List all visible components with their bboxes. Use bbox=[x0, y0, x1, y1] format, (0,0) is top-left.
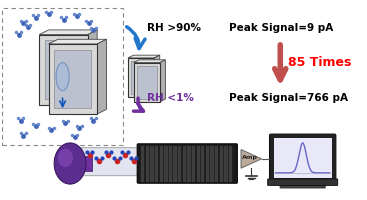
FancyBboxPatch shape bbox=[134, 63, 160, 102]
FancyBboxPatch shape bbox=[45, 40, 82, 99]
Polygon shape bbox=[160, 60, 166, 102]
Text: RH >90%: RH >90% bbox=[147, 23, 201, 33]
FancyBboxPatch shape bbox=[137, 66, 157, 99]
Polygon shape bbox=[241, 150, 262, 168]
Polygon shape bbox=[48, 39, 106, 44]
Text: Amp: Amp bbox=[241, 155, 257, 160]
Polygon shape bbox=[88, 30, 97, 105]
Ellipse shape bbox=[54, 143, 86, 184]
FancyBboxPatch shape bbox=[269, 134, 336, 182]
FancyBboxPatch shape bbox=[39, 35, 88, 105]
FancyBboxPatch shape bbox=[128, 58, 154, 97]
Polygon shape bbox=[134, 60, 166, 63]
FancyBboxPatch shape bbox=[137, 144, 237, 183]
FancyBboxPatch shape bbox=[54, 50, 91, 108]
Polygon shape bbox=[154, 55, 160, 97]
Polygon shape bbox=[128, 55, 160, 58]
Ellipse shape bbox=[56, 63, 69, 91]
FancyBboxPatch shape bbox=[80, 148, 140, 176]
FancyBboxPatch shape bbox=[48, 44, 97, 114]
Polygon shape bbox=[97, 39, 106, 114]
Text: Peak Signal=9 pA: Peak Signal=9 pA bbox=[229, 23, 333, 33]
Text: Peak Signal=766 pA: Peak Signal=766 pA bbox=[229, 93, 348, 103]
Text: RH <1%: RH <1% bbox=[147, 93, 193, 103]
Polygon shape bbox=[39, 30, 97, 35]
FancyBboxPatch shape bbox=[274, 138, 332, 178]
Bar bbox=[2, 8, 123, 145]
FancyBboxPatch shape bbox=[280, 184, 326, 188]
FancyBboxPatch shape bbox=[82, 156, 91, 171]
Ellipse shape bbox=[58, 149, 73, 167]
FancyBboxPatch shape bbox=[131, 61, 151, 94]
FancyBboxPatch shape bbox=[268, 179, 338, 185]
Text: 85 Times: 85 Times bbox=[288, 56, 351, 69]
